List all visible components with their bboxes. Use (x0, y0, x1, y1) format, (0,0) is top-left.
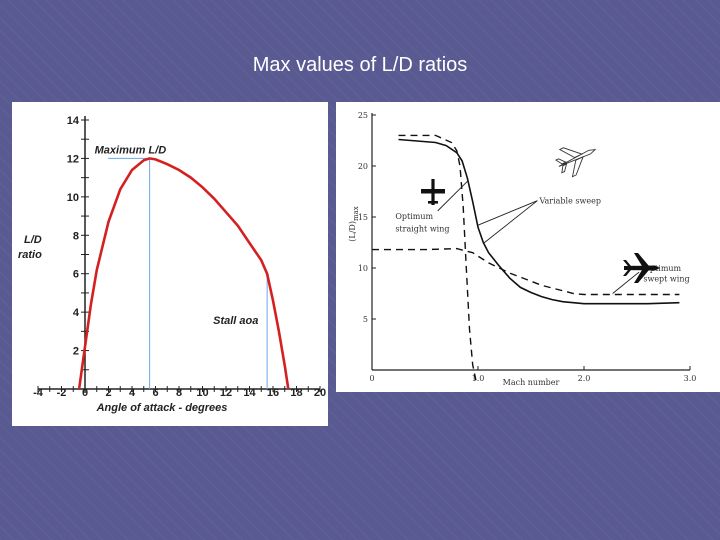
ld-vs-mach-chart-panel: 0 1.0 2.0 3.0 5 10 15 20 25 Variable sweep Opti… (336, 102, 720, 392)
right-x-tick-label: 1.0 (472, 374, 485, 383)
right-y-tick-label: 10 (358, 264, 368, 273)
right-x-tick-label: 2.0 (578, 374, 591, 383)
left-x-tick-labels: -4 -2 0 2 4 6 8 10 12 14 16 18 20 (33, 387, 326, 399)
y-tick-label: 6 (73, 269, 79, 281)
x-tick-label: 4 (129, 387, 136, 399)
stall-aoa-annotation: Stall aoa (213, 315, 258, 327)
x-tick-label: 18 (290, 387, 302, 399)
ld-max-axis-label: (L/D)max (348, 206, 360, 241)
right-x-tick-label: 0 (369, 374, 374, 383)
y-tick-label: 4 (73, 307, 80, 319)
ld-curve (77, 157, 290, 390)
x-tick-label: 12 (220, 387, 232, 399)
y-tick-label: 2 (73, 346, 79, 358)
right-x-tick-label: 3.0 (684, 374, 697, 383)
x-tick-label: 0 (82, 387, 88, 399)
optimum-straight-wing-label-1: Optimum (395, 212, 433, 221)
mach-number-label: Mach number (503, 378, 560, 387)
x-tick-label: 6 (152, 387, 158, 399)
right-y-tick-label: 5 (363, 315, 368, 324)
right-y-tick-label: 20 (358, 162, 368, 171)
y-tick-label: 12 (67, 153, 79, 165)
x-tick-label: 16 (267, 387, 279, 399)
variable-sweep-leader-2 (483, 200, 538, 244)
right-y-tick-label: 25 (358, 111, 368, 120)
x-tick-label: 8 (176, 387, 182, 399)
x-axis-label: Angle of attack - degrees (96, 402, 228, 414)
y-axis-label-line-2: ratio (18, 249, 42, 261)
y-tick-label: 10 (67, 192, 79, 204)
y-tick-label: 14 (67, 115, 80, 127)
ld-vs-aoa-chart: -4 -2 0 2 4 6 8 10 12 14 16 18 20 2 4 6 8 10 12 14 Maximum… (18, 115, 326, 414)
variable-sweep-curve (398, 138, 680, 305)
straight-wing-leader (437, 180, 468, 212)
x-tick-label: -4 (33, 387, 44, 399)
annotation-leader-lines (437, 180, 640, 294)
optimum-swept-wing-curve (372, 247, 680, 296)
ld-vs-aoa-chart-panel: -4 -2 0 2 4 6 8 10 12 14 16 18 20 2 4 6 8 10 12 14 Maximum… (12, 102, 328, 426)
optimum-swept-wing-label-1: Optimum (643, 264, 681, 273)
slide-title: Max values of L/D ratios (252, 54, 468, 76)
left-y-tick-labels: 2 4 6 8 10 12 14 (67, 115, 80, 358)
variable-sweep-leader-1 (477, 200, 538, 226)
x-tick-label: 10 (196, 387, 208, 399)
y-axis-label-line-1: L/D (24, 234, 42, 246)
right-y-tick-label: 15 (358, 213, 368, 222)
right-axes (371, 113, 691, 371)
x-tick-label: -2 (57, 387, 67, 399)
optimum-swept-wing-label-2: swept wing (643, 274, 689, 283)
left-marker-lines (108, 157, 268, 389)
ld-label-main: (L/D) (348, 221, 357, 242)
variable-sweep-aircraft-icon (554, 147, 597, 178)
x-tick-label: 14 (243, 387, 256, 399)
ld-vs-mach-chart: 0 1.0 2.0 3.0 5 10 15 20 25 Variable sweep Opti… (348, 111, 696, 387)
variable-sweep-label: Variable sweep (538, 197, 600, 206)
right-x-tick-labels: 0 1.0 2.0 3.0 (369, 374, 696, 383)
right-y-tick-labels: 5 10 15 20 25 (358, 111, 368, 324)
y-tick-label: 8 (73, 230, 79, 242)
straight-wing-aircraft-icon (421, 179, 445, 205)
left-axes (37, 116, 321, 393)
swept-wing-aircraft-icon (623, 253, 660, 283)
swept-wing-leader (612, 271, 640, 294)
ld-label-sub: max (352, 206, 360, 221)
optimum-straight-wing-curve (398, 134, 477, 381)
x-tick-label: 2 (105, 387, 111, 399)
x-tick-label: 20 (314, 387, 326, 399)
optimum-straight-wing-label-2: straight wing (395, 224, 449, 233)
maximum-ld-annotation: Maximum L/D (95, 144, 167, 156)
